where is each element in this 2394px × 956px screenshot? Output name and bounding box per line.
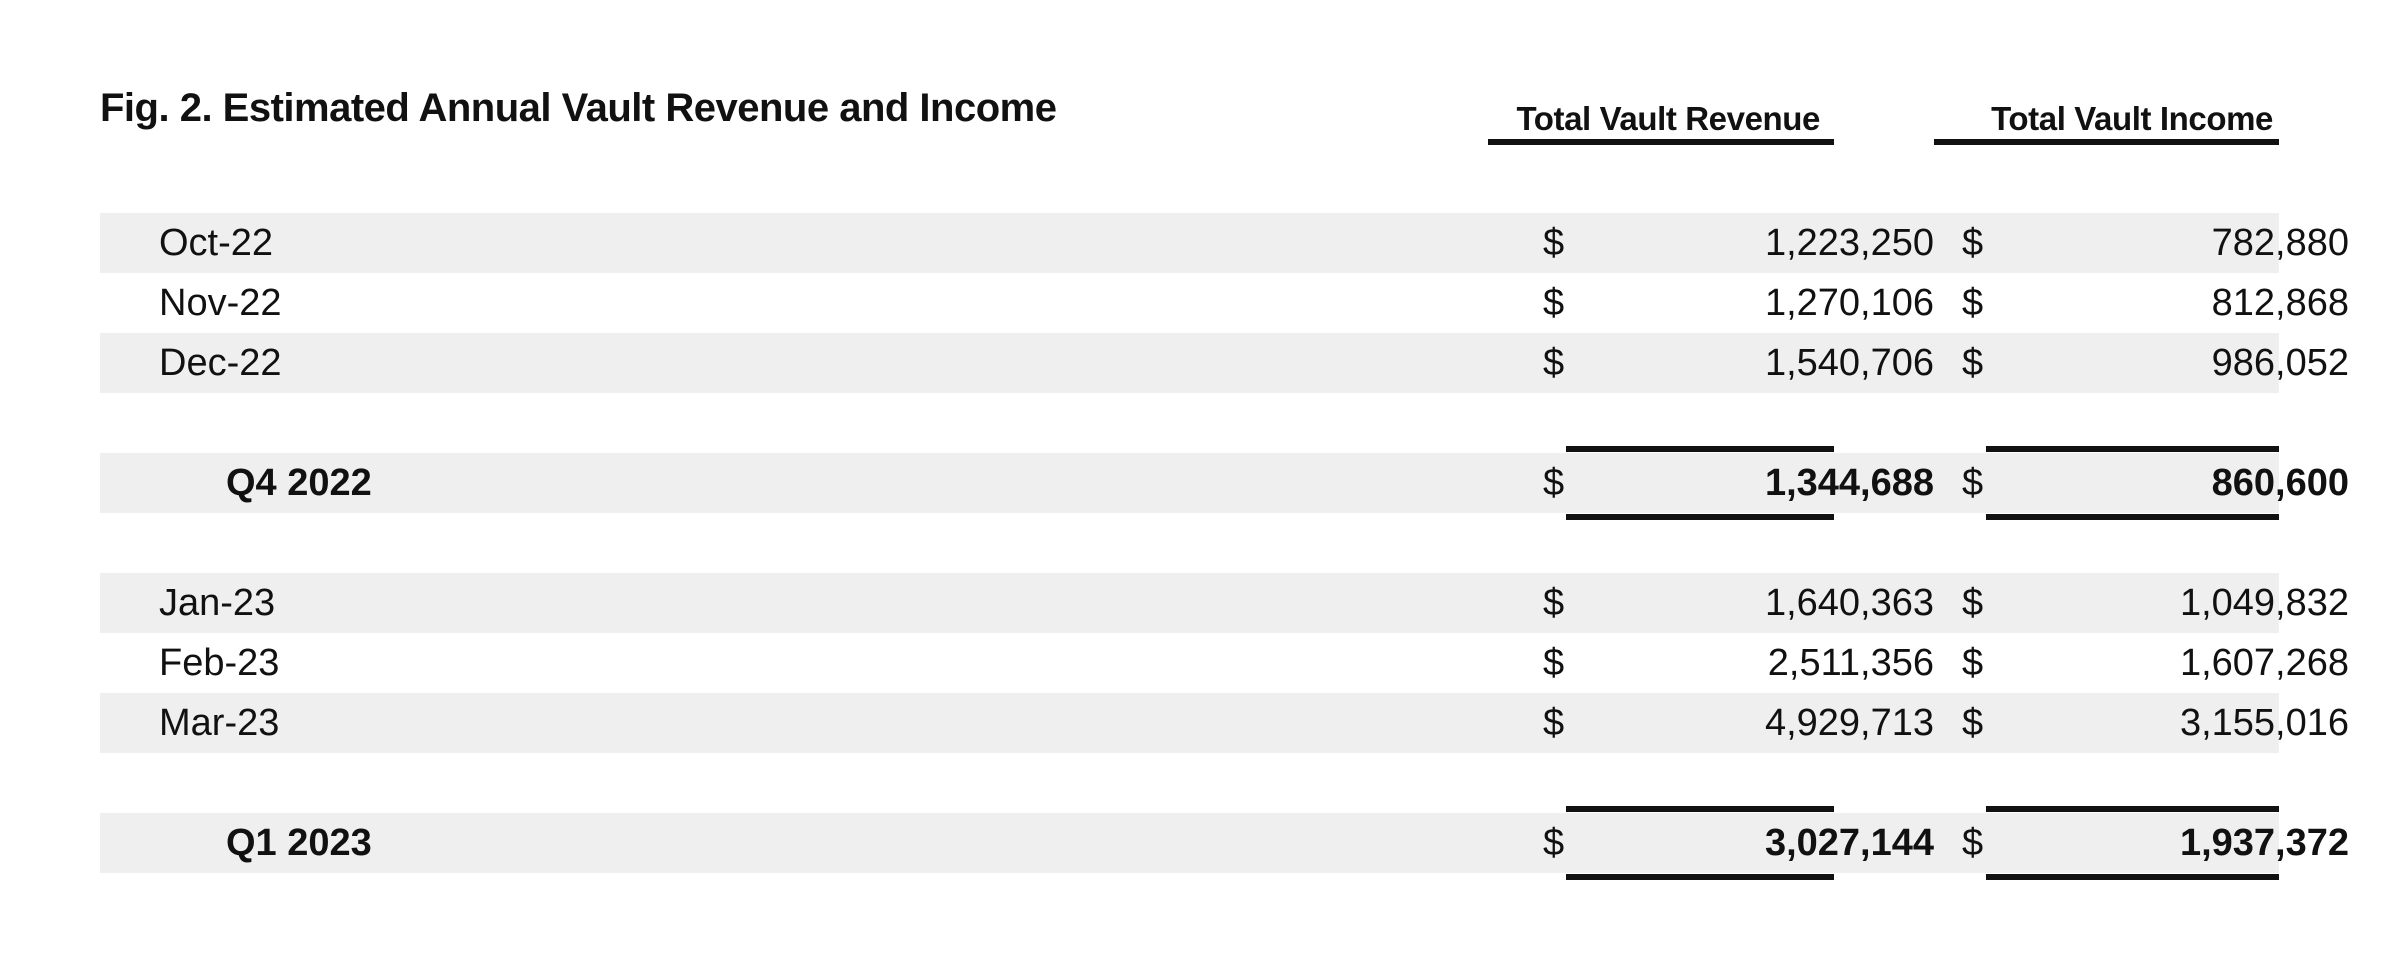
table-row: Jan-23 $ 1,640,363 $ 1,049,832 bbox=[100, 573, 2349, 633]
row-label: Dec-22 bbox=[159, 342, 282, 384]
row-label: Oct-22 bbox=[159, 222, 274, 264]
row-label: Jan-23 bbox=[159, 582, 276, 624]
subtotal-rule bbox=[1566, 874, 1834, 880]
subtotal-rule bbox=[1566, 446, 1834, 452]
table-row: Feb-23 $ 2,511,356 $ 1,607,268 bbox=[100, 633, 2349, 693]
figure-title: Fig. 2. Estimated Annual Vault Revenue a… bbox=[100, 86, 1057, 130]
currency-symbol: $ bbox=[1962, 462, 1984, 504]
subtotal-rule bbox=[1986, 874, 2279, 880]
income-value: 782,880 bbox=[2211, 222, 2349, 264]
row-label: Feb-23 bbox=[159, 642, 280, 684]
table-row-subtotal: Q1 2023 $ 3,027,144 $ 1,937,372 bbox=[100, 813, 2349, 873]
row-label: Q4 2022 bbox=[226, 462, 372, 504]
table-row: Oct-22 $ 1,223,250 $ 782,880 bbox=[100, 213, 2349, 273]
currency-symbol: $ bbox=[1962, 342, 1984, 384]
income-value: 1,049,832 bbox=[2179, 582, 2349, 624]
revenue-value: 1,223,250 bbox=[1764, 222, 1934, 264]
revenue-value: 1,540,706 bbox=[1764, 342, 1934, 384]
revenue-value: 1,270,106 bbox=[1764, 282, 1934, 324]
row-label: Nov-22 bbox=[159, 282, 282, 324]
table-row-subtotal: Q4 2022 $ 1,344,688 $ 860,600 bbox=[100, 453, 2349, 513]
table-row: Nov-22 $ 1,270,106 $ 812,868 bbox=[100, 273, 2349, 333]
income-value: 1,937,372 bbox=[2179, 822, 2349, 864]
table-row: Mar-23 $ 4,929,713 $ 3,155,016 bbox=[100, 693, 2349, 753]
currency-symbol: $ bbox=[1962, 822, 1984, 864]
currency-symbol: $ bbox=[1962, 582, 1984, 624]
currency-symbol: $ bbox=[1962, 222, 1984, 264]
subtotal-rule bbox=[1566, 514, 1834, 520]
income-value: 860,600 bbox=[2211, 462, 2349, 504]
revenue-value: 4,929,713 bbox=[1764, 702, 1934, 744]
currency-symbol: $ bbox=[1543, 642, 1565, 684]
currency-symbol: $ bbox=[1962, 702, 1984, 744]
column-header-revenue: Total Vault Revenue bbox=[1488, 100, 1834, 145]
currency-symbol: $ bbox=[1543, 282, 1565, 324]
income-value: 986,052 bbox=[2211, 342, 2349, 384]
subtotal-rule bbox=[1566, 806, 1834, 812]
subtotal-rule bbox=[1986, 514, 2279, 520]
revenue-value: 1,640,363 bbox=[1764, 582, 1934, 624]
currency-symbol: $ bbox=[1543, 462, 1565, 504]
currency-symbol: $ bbox=[1962, 642, 1984, 684]
row-label: Mar-23 bbox=[159, 702, 280, 744]
income-value: 3,155,016 bbox=[2179, 702, 2349, 744]
currency-symbol: $ bbox=[1543, 702, 1565, 744]
currency-symbol: $ bbox=[1543, 582, 1565, 624]
income-value: 812,868 bbox=[2211, 282, 2349, 324]
column-header-income: Total Vault Income bbox=[1934, 100, 2279, 145]
subtotal-rule bbox=[1986, 446, 2279, 452]
revenue-value: 2,511,356 bbox=[1767, 642, 1934, 684]
subtotal-rule bbox=[1986, 806, 2279, 812]
row-label: Q1 2023 bbox=[226, 822, 372, 864]
revenue-value: 3,027,144 bbox=[1764, 822, 1934, 864]
currency-symbol: $ bbox=[1543, 342, 1565, 384]
currency-symbol: $ bbox=[1543, 222, 1565, 264]
currency-symbol: $ bbox=[1543, 822, 1565, 864]
revenue-value: 1,344,688 bbox=[1764, 462, 1934, 504]
currency-symbol: $ bbox=[1962, 282, 1984, 324]
table-row: Dec-22 $ 1,540,706 $ 986,052 bbox=[100, 333, 2349, 393]
income-value: 1,607,268 bbox=[2179, 642, 2349, 684]
